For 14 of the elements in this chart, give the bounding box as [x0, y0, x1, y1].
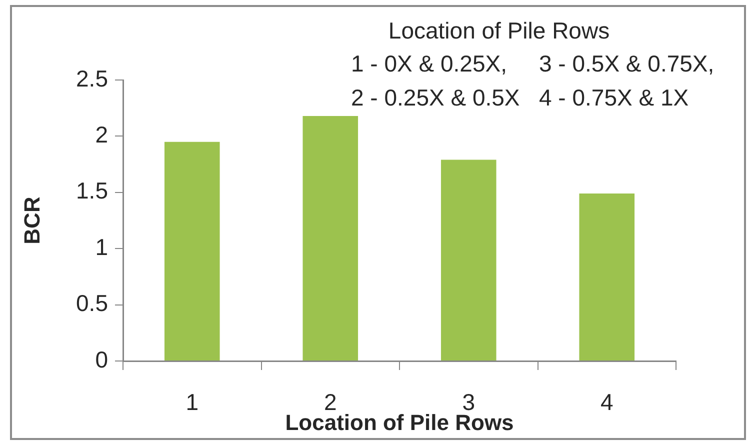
annotation: 4 - 0.75X & 1X: [539, 84, 689, 110]
text: 1 - 0X & 0.25X,: [351, 50, 507, 76]
x-tick-label: 1: [186, 389, 199, 416]
y-tick-label: 0.5: [76, 290, 108, 316]
x-tick-label: 4: [600, 389, 614, 416]
y-axis-title: BCR: [19, 196, 44, 244]
y-tick-label: 2.5: [76, 65, 108, 92]
annotation: 2 - 0.25X & 0.5X: [351, 84, 520, 110]
y-tick-label: 0: [95, 346, 108, 372]
y-tick-label: 2: [95, 122, 108, 148]
text: 3 - 0.5X & 0.75X,: [539, 50, 714, 76]
y-tick-label: 1.5: [76, 178, 108, 204]
text: Location of Pile Rows: [388, 17, 610, 44]
y-tick-label: 1: [95, 234, 108, 260]
